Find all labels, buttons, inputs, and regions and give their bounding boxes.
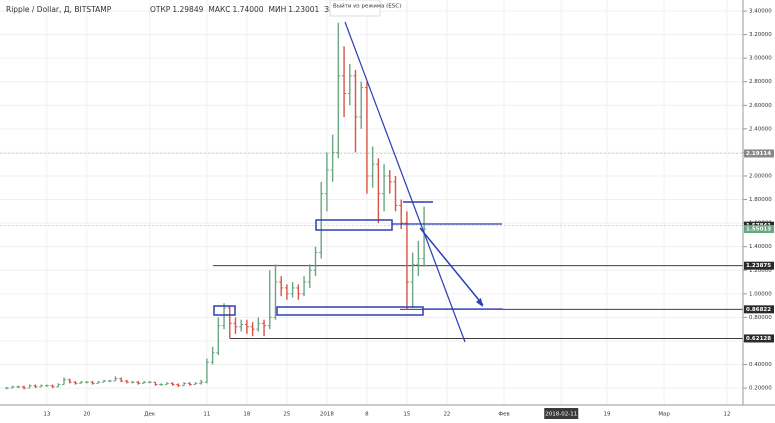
arrow-head: [476, 298, 483, 307]
field-name: МАКС: [208, 5, 230, 14]
tooltip-box: [329, 0, 381, 17]
x-tick-label: Дек: [144, 412, 156, 418]
tooltip: Выйти из режима (ESC): [333, 3, 401, 10]
price-level-tag: [744, 334, 774, 343]
price-level-tag: [744, 261, 774, 270]
x-tick-label: 2018: [320, 412, 334, 418]
y-tick-label: 2.60000: [749, 103, 772, 109]
zone-box: [213, 305, 236, 316]
x-tick-label: 25: [283, 412, 290, 418]
grid: [0, 0, 743, 405]
y-tick-label: 0.40000: [749, 362, 772, 368]
bars: [4, 22, 427, 390]
field-value: 1.74000: [233, 5, 264, 14]
y-tick-label: 2.80000: [749, 79, 772, 85]
x-tick-label: 18: [243, 412, 250, 418]
x-tick-label: 12: [723, 412, 730, 418]
price-level-label: 0.86822: [746, 307, 771, 313]
y-tick-label: 2.00000: [749, 173, 772, 179]
arrow-line: [419, 227, 484, 306]
x-tick-label: Фев: [498, 412, 509, 418]
x-tick-label: Мар: [658, 412, 670, 418]
drawings: [213, 21, 503, 343]
x-tick-label: 11: [203, 412, 210, 418]
price-level-tag: [744, 149, 774, 158]
field-name: ОТКР: [150, 5, 171, 14]
y-tick-label: 3.40000: [749, 9, 772, 15]
y-tick-label: 1.20000: [749, 268, 772, 274]
y-tick-label: 1.00000: [749, 291, 772, 297]
zone-box: [276, 306, 424, 316]
axes: 0.200000.400000.600000.800001.000001.200…: [43, 9, 774, 419]
last-price-tag: [744, 224, 774, 233]
y-tick-label: 0.20000: [749, 386, 772, 392]
price-level-label: 0.62128: [746, 336, 771, 342]
header: Ripple / Dollar, Д, BITSTAMP ОТКР 1.29849…: [6, 0, 401, 17]
trend-line: [344, 21, 466, 343]
symbol-title: Ripple / Dollar, Д, BITSTAMP: [6, 5, 112, 14]
zone-box: [315, 219, 393, 231]
price-level-label: 2.19114: [746, 151, 771, 157]
field-value: 1.29849: [172, 5, 203, 14]
price-level-label: 1.23875: [746, 263, 771, 269]
y-tick-label: 0.80000: [749, 315, 772, 321]
x-tick-label: 8: [365, 412, 369, 418]
y-tick-label: 1.40000: [749, 244, 772, 250]
x-tick-label: 22: [443, 412, 450, 418]
x-tick-label: 19: [603, 412, 610, 418]
x-tick-label: 15: [403, 412, 410, 418]
field-name: МИН: [269, 5, 287, 14]
y-tick-label: 1.80000: [749, 197, 772, 203]
x-tick-label: 13: [43, 412, 50, 418]
field-value: 1.23001: [288, 5, 319, 14]
y-tick-label: 2.40000: [749, 126, 772, 132]
price-level-tag: [744, 305, 774, 314]
y-tick-label: 3.20000: [749, 32, 772, 38]
x-tick-highlight: [544, 408, 579, 419]
x-tick-label: 2018-02-11: [545, 412, 577, 418]
x-tick-label: 20: [83, 412, 90, 418]
last-price-label: 1.55013: [746, 226, 771, 232]
y-tick-label: 3.00000: [749, 56, 772, 62]
